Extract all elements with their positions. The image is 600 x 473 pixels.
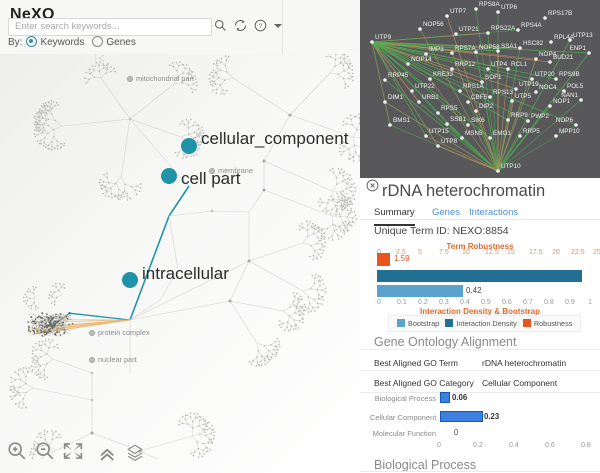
svg-text:UTP5: UTP5 [515,93,532,100]
svg-text:BUD21: BUD21 [553,54,574,61]
svg-text:SSA1: SSA1 [501,43,518,50]
svg-text:RPS22A: RPS22A [491,25,516,32]
svg-text:HSC82: HSC82 [523,40,544,47]
svg-text:RRP12: RRP12 [455,61,476,68]
svg-text:ENP1: ENP1 [570,45,587,52]
svg-text:NAN1: NAN1 [561,92,578,99]
svg-text:NOP1: NOP1 [553,98,571,105]
svg-text:RPS9B: RPS9B [559,71,580,78]
svg-text:UTP4: UTP4 [491,61,508,68]
svg-text:NOP14: NOP14 [411,56,432,63]
svg-text:POL5: POL5 [567,83,584,90]
svg-text:UTP9: UTP9 [375,34,392,41]
svg-text:RPS13: RPS13 [493,89,513,96]
svg-text:DIP2: DIP2 [479,103,493,110]
svg-text:NOP58: NOP58 [479,44,500,51]
svg-text:RPL4A: RPL4A [554,34,575,41]
svg-text:UTP6: UTP6 [501,4,518,11]
svg-text:?: ? [259,23,263,30]
svg-text:RPS4A: RPS4A [521,22,542,29]
svg-text:MSN5: MSN5 [465,130,483,137]
svg-text:RRP45: RRP45 [388,72,409,79]
svg-text:RRP9: RRP9 [511,112,528,119]
svg-text:UTP8: UTP8 [441,138,458,145]
svg-text:MPP10: MPP10 [559,128,580,135]
svg-text:BMS1: BMS1 [393,117,411,124]
svg-text:RRP5: RRP5 [523,128,540,135]
svg-text:NOP56: NOP56 [423,21,444,28]
svg-text:PWP2: PWP2 [531,113,549,120]
svg-text:EMG1: EMG1 [493,130,511,137]
svg-text:KRE33: KRE33 [433,71,453,78]
svg-text:IMP3: IMP3 [429,46,444,53]
svg-text:UTP13: UTP13 [573,32,593,39]
svg-text:UTP10: UTP10 [501,163,521,170]
svg-text:RPS5: RPS5 [441,105,458,112]
svg-text:URB1: URB1 [422,94,439,101]
svg-text:UTP22: UTP22 [415,83,435,90]
svg-text:UTP15: UTP15 [429,128,449,135]
svg-text:UTP7: UTP7 [450,8,467,15]
svg-text:NOP6: NOP6 [556,117,574,124]
svg-text:RPS8A: RPS8A [479,1,500,8]
svg-text:CBF5: CBF5 [471,94,488,101]
svg-text:SOF1: SOF1 [485,74,502,81]
svg-text:UTP20: UTP20 [535,71,555,78]
svg-text:UTP21: UTP21 [459,26,479,33]
svg-text:SSB1: SSB1 [450,116,467,123]
svg-text:RPS17B: RPS17B [548,10,572,17]
svg-text:UTP19: UTP19 [519,81,539,88]
svg-text:NOC4: NOC4 [539,84,557,91]
svg-text:RCL1: RCL1 [511,61,528,68]
svg-text:DIM1: DIM1 [388,94,404,101]
svg-text:SIK6: SIK6 [471,117,485,124]
svg-text:RPS1A: RPS1A [463,83,484,90]
svg-text:RPS7A: RPS7A [455,45,476,52]
